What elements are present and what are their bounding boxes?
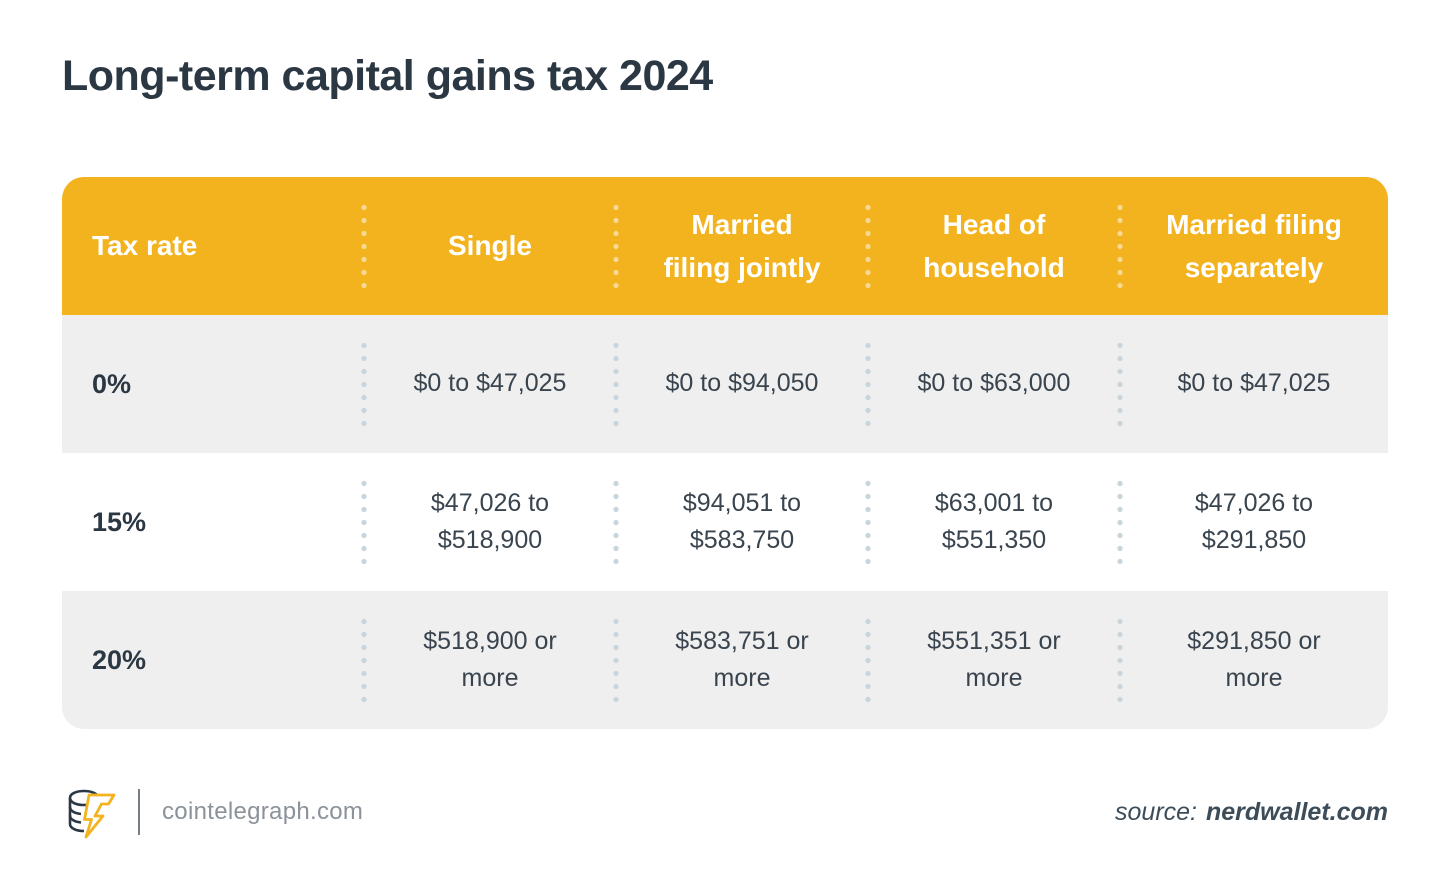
header-label-line2: separately	[1184, 252, 1324, 283]
bracket-value: $0 to $63,000	[917, 369, 1071, 398]
header-label-line1: Married	[691, 208, 793, 240]
bracket-value: $94,051 to $583,750	[682, 488, 802, 555]
tax-rate-label: 15%	[92, 506, 147, 537]
value-cell-married-jointly: $0 to $94,050	[613, 315, 868, 453]
header-cell-married-separately: Married filing separately	[1117, 177, 1388, 315]
bracket-value: $47,026 to $291,850	[1194, 488, 1314, 555]
header-cell-head-of-household: Head of household	[865, 177, 1120, 315]
header-label-line1: Married filing	[1166, 208, 1342, 240]
header-label-line1: Head of	[942, 208, 1046, 240]
header-cell-tax-rate: Tax rate	[62, 177, 364, 315]
table-row-20-percent: 20% $518,900 or more $583,751 or more $5…	[62, 591, 1388, 729]
rate-cell: 15%	[62, 453, 364, 591]
bracket-value: $0 to $94,050	[665, 369, 819, 398]
value-cell-married-jointly: $94,051 to $583,750	[613, 453, 868, 591]
bracket-value: $551,351 or more	[927, 626, 1061, 693]
rate-cell: 0%	[62, 315, 364, 453]
header-label-line2: filing jointly	[663, 252, 821, 283]
header-label: Single	[447, 230, 532, 262]
footer: cointelegraph.com source: nerdwallet.com	[62, 783, 1388, 841]
value-cell-head-of-household: $63,001 to $551,350	[865, 453, 1120, 591]
source-attribution: source: nerdwallet.com	[1115, 798, 1388, 827]
tax-rate-label: 0%	[92, 368, 132, 399]
header-cell-married-jointly: Married filing jointly	[613, 177, 868, 315]
tax-rate-label: 20%	[92, 644, 147, 675]
value-cell-single: $47,026 to $518,900	[361, 453, 616, 591]
brand-block: cointelegraph.com	[62, 783, 363, 841]
value-cell-head-of-household: $0 to $63,000	[865, 315, 1120, 453]
rate-cell: 20%	[62, 591, 364, 729]
bracket-value: $291,850 or more	[1187, 626, 1321, 693]
value-cell-married-separately: $291,850 or more	[1117, 591, 1388, 729]
source-label: source:	[1115, 797, 1197, 826]
header-cell-single: Single	[361, 177, 616, 315]
bracket-value: $518,900 or more	[423, 626, 557, 693]
capital-gains-table: Tax rate Single Married filing jointly H…	[62, 177, 1388, 729]
footer-divider	[138, 789, 140, 835]
bracket-value: $0 to $47,025	[1177, 369, 1331, 398]
source-value: nerdwallet.com	[1206, 797, 1388, 826]
brand-site-text: cointelegraph.com	[162, 798, 364, 825]
value-cell-single: $0 to $47,025	[361, 315, 616, 453]
table-header-row: Tax rate Single Married filing jointly H…	[62, 177, 1388, 315]
cointelegraph-logo-icon	[62, 783, 120, 841]
header-label: Tax rate	[92, 230, 198, 262]
page-title: Long-term capital gains tax 2024	[62, 52, 713, 100]
table-row-15-percent: 15% $47,026 to $518,900 $94,051 to $583,…	[62, 453, 1388, 591]
table-row-0-percent: 0% $0 to $47,025 $0 to $94,050 $0 to $63…	[62, 315, 1388, 453]
value-cell-single: $518,900 or more	[361, 591, 616, 729]
header-label-line2: household	[923, 252, 1065, 283]
bracket-value: $583,751 or more	[675, 626, 809, 693]
value-cell-married-separately: $0 to $47,025	[1117, 315, 1388, 453]
bracket-value: $47,026 to $518,900	[430, 488, 550, 555]
value-cell-married-jointly: $583,751 or more	[613, 591, 868, 729]
bracket-value: $63,001 to $551,350	[934, 488, 1054, 555]
bracket-value: $0 to $47,025	[413, 369, 567, 398]
value-cell-married-separately: $47,026 to $291,850	[1117, 453, 1388, 591]
value-cell-head-of-household: $551,351 or more	[865, 591, 1120, 729]
